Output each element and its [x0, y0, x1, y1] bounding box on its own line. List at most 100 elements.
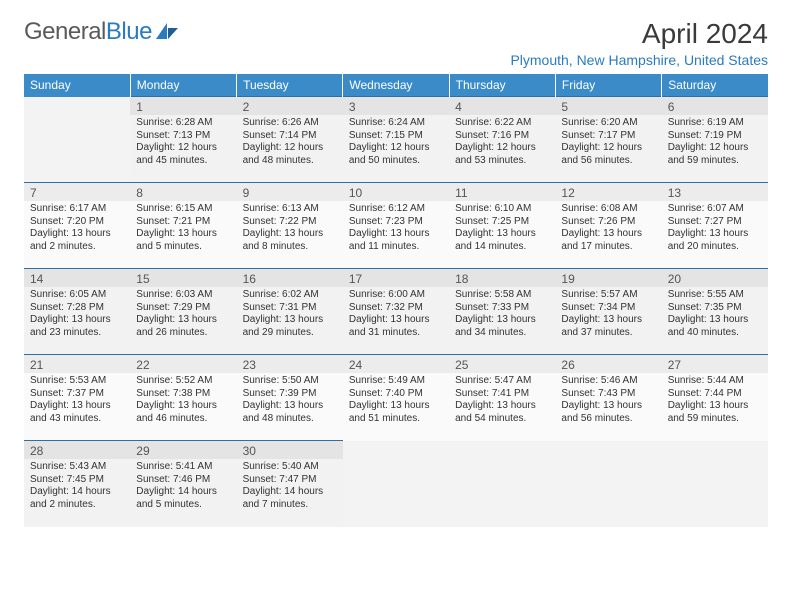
day-details: Sunrise: 5:57 AMSunset: 7:34 PMDaylight:…	[561, 289, 655, 339]
brand-part2: Blue	[106, 18, 152, 46]
day-number: 3	[343, 97, 449, 115]
weekday-header: Sunday	[24, 74, 130, 97]
calendar-table: SundayMondayTuesdayWednesdayThursdayFrid…	[24, 74, 768, 527]
day-number: 15	[130, 269, 236, 287]
calendar-cell: 6 Sunrise: 6:19 AMSunset: 7:19 PMDaylight…	[662, 97, 768, 183]
day-details: Sunrise: 6:15 AMSunset: 7:21 PMDaylight:…	[136, 203, 230, 253]
day-details: Sunrise: 6:20 AMSunset: 7:17 PMDaylight:…	[561, 117, 655, 167]
day-details: Sunrise: 6:22 AMSunset: 7:16 PMDaylight:…	[455, 117, 549, 167]
day-number: 16	[237, 269, 343, 287]
day-details: Sunrise: 6:12 AMSunset: 7:23 PMDaylight:…	[349, 203, 443, 253]
day-number: 21	[24, 355, 130, 373]
day-number: 6	[662, 97, 768, 115]
calendar-week-row: 14 Sunrise: 6:05 AMSunset: 7:28 PMDayligh…	[24, 269, 768, 355]
day-number: 10	[343, 183, 449, 201]
brand-part1: General	[24, 18, 106, 46]
day-details: Sunrise: 5:55 AMSunset: 7:35 PMDaylight:…	[668, 289, 762, 339]
day-details: Sunrise: 6:08 AMSunset: 7:26 PMDaylight:…	[561, 203, 655, 253]
day-details: Sunrise: 5:53 AMSunset: 7:37 PMDaylight:…	[30, 375, 124, 425]
day-number: 22	[130, 355, 236, 373]
weekday-header: Thursday	[449, 74, 555, 97]
day-details: Sunrise: 6:07 AMSunset: 7:27 PMDaylight:…	[668, 203, 762, 253]
day-number: 9	[237, 183, 343, 201]
day-number: 13	[662, 183, 768, 201]
calendar-cell: 29 Sunrise: 5:41 AMSunset: 7:46 PMDayligh…	[130, 441, 236, 527]
day-details: Sunrise: 6:17 AMSunset: 7:20 PMDaylight:…	[30, 203, 124, 253]
calendar-cell: 28Sunrise: 5:43 AMSunset: 7:45 PMDayligh…	[24, 441, 130, 527]
day-details: Sunrise: 6:13 AMSunset: 7:22 PMDaylight:…	[243, 203, 337, 253]
day-number: 12	[555, 183, 661, 201]
day-details: Sunrise: 6:28 AMSunset: 7:13 PMDaylight:…	[136, 117, 230, 167]
day-details: Sunrise: 5:46 AMSunset: 7:43 PMDaylight:…	[561, 375, 655, 425]
calendar-cell: 9 Sunrise: 6:13 AMSunset: 7:22 PMDaylight…	[237, 183, 343, 269]
day-number: 29	[130, 441, 236, 459]
calendar-cell: 21 Sunrise: 5:53 AMSunset: 7:37 PMDayligh…	[24, 355, 130, 441]
day-details: Sunrise: 5:44 AMSunset: 7:44 PMDaylight:…	[668, 375, 762, 425]
day-details: Sunrise: 6:10 AMSunset: 7:25 PMDaylight:…	[455, 203, 549, 253]
calendar-cell	[555, 441, 661, 527]
day-details: Sunrise: 5:58 AMSunset: 7:33 PMDaylight:…	[455, 289, 549, 339]
day-details: Sunrise: 6:19 AMSunset: 7:19 PMDaylight:…	[668, 117, 762, 167]
calendar-cell: 4 Sunrise: 6:22 AMSunset: 7:16 PMDaylight…	[449, 97, 555, 183]
calendar-cell: 30 Sunrise: 5:40 AMSunset: 7:47 PMDayligh…	[237, 441, 343, 527]
brand-logo: GeneralBlue	[24, 18, 180, 46]
day-details: Sunrise: 5:50 AMSunset: 7:39 PMDaylight:…	[243, 375, 337, 425]
day-number: 18	[449, 269, 555, 287]
day-details: Sunrise: 5:40 AMSunset: 7:47 PMDaylight:…	[243, 461, 337, 511]
day-number: 1	[130, 97, 236, 115]
calendar-cell: 1 Sunrise: 6:28 AMSunset: 7:13 PMDaylight…	[130, 97, 236, 183]
month-title: April 2024	[510, 18, 768, 50]
calendar-cell	[343, 441, 449, 527]
day-details: Sunrise: 5:41 AMSunset: 7:46 PMDaylight:…	[136, 461, 230, 511]
calendar-cell: 3Sunrise: 6:24 AMSunset: 7:15 PMDaylight…	[343, 97, 449, 183]
day-number: 23	[237, 355, 343, 373]
day-number: 11	[449, 183, 555, 201]
calendar-header-row: SundayMondayTuesdayWednesdayThursdayFrid…	[24, 74, 768, 97]
day-number: 2	[237, 97, 343, 115]
day-number: 5	[555, 97, 661, 115]
day-number: 25	[449, 355, 555, 373]
calendar-body: 1 Sunrise: 6:28 AMSunset: 7:13 PMDaylight…	[24, 97, 768, 527]
day-details: Sunrise: 6:26 AMSunset: 7:14 PMDaylight:…	[243, 117, 337, 167]
calendar-cell: 17 Sunrise: 6:00 AMSunset: 7:32 PMDayligh…	[343, 269, 449, 355]
calendar-cell: 22 Sunrise: 5:52 AMSunset: 7:38 PMDayligh…	[130, 355, 236, 441]
calendar-week-row: 1 Sunrise: 6:28 AMSunset: 7:13 PMDaylight…	[24, 97, 768, 183]
header: GeneralBlue April 2024 Plymouth, New Ham…	[24, 18, 768, 68]
calendar-week-row: 28Sunrise: 5:43 AMSunset: 7:45 PMDayligh…	[24, 441, 768, 527]
day-number: 30	[237, 441, 343, 459]
day-details: Sunrise: 6:00 AMSunset: 7:32 PMDaylight:…	[349, 289, 443, 339]
calendar-cell	[449, 441, 555, 527]
day-details: Sunrise: 5:49 AMSunset: 7:40 PMDaylight:…	[349, 375, 443, 425]
calendar-cell: 12 Sunrise: 6:08 AMSunset: 7:26 PMDayligh…	[555, 183, 661, 269]
day-number: 4	[449, 97, 555, 115]
day-number: 8	[130, 183, 236, 201]
calendar-week-row: 7Sunrise: 6:17 AMSunset: 7:20 PMDaylight…	[24, 183, 768, 269]
calendar-cell	[662, 441, 768, 527]
day-number: 14	[24, 269, 130, 287]
calendar-cell: 8 Sunrise: 6:15 AMSunset: 7:21 PMDaylight…	[130, 183, 236, 269]
day-number: 17	[343, 269, 449, 287]
day-details: Sunrise: 6:02 AMSunset: 7:31 PMDaylight:…	[243, 289, 337, 339]
calendar-week-row: 21 Sunrise: 5:53 AMSunset: 7:37 PMDayligh…	[24, 355, 768, 441]
day-details: Sunrise: 5:52 AMSunset: 7:38 PMDaylight:…	[136, 375, 230, 425]
calendar-cell: 18 Sunrise: 5:58 AMSunset: 7:33 PMDayligh…	[449, 269, 555, 355]
calendar-cell: 11 Sunrise: 6:10 AMSunset: 7:25 PMDayligh…	[449, 183, 555, 269]
calendar-cell: 7Sunrise: 6:17 AMSunset: 7:20 PMDaylight…	[24, 183, 130, 269]
calendar-cell: 27Sunrise: 5:44 AMSunset: 7:44 PMDayligh…	[662, 355, 768, 441]
day-number: 19	[555, 269, 661, 287]
calendar-cell: 26 Sunrise: 5:46 AMSunset: 7:43 PMDayligh…	[555, 355, 661, 441]
calendar-cell: 23 Sunrise: 5:50 AMSunset: 7:39 PMDayligh…	[237, 355, 343, 441]
calendar-cell: 14 Sunrise: 6:05 AMSunset: 7:28 PMDayligh…	[24, 269, 130, 355]
day-number: 26	[555, 355, 661, 373]
calendar-cell: 5 Sunrise: 6:20 AMSunset: 7:17 PMDaylight…	[555, 97, 661, 183]
title-block: April 2024 Plymouth, New Hampshire, Unit…	[510, 18, 768, 68]
weekday-header: Wednesday	[343, 74, 449, 97]
weekday-header: Tuesday	[237, 74, 343, 97]
location-label: Plymouth, New Hampshire, United States	[510, 52, 768, 68]
calendar-cell: 25Sunrise: 5:47 AMSunset: 7:41 PMDayligh…	[449, 355, 555, 441]
day-details: Sunrise: 6:05 AMSunset: 7:28 PMDaylight:…	[30, 289, 124, 339]
calendar-cell: 13 Sunrise: 6:07 AMSunset: 7:27 PMDayligh…	[662, 183, 768, 269]
day-number: 24	[343, 355, 449, 373]
calendar-cell: 19 Sunrise: 5:57 AMSunset: 7:34 PMDayligh…	[555, 269, 661, 355]
day-number: 20	[662, 269, 768, 287]
